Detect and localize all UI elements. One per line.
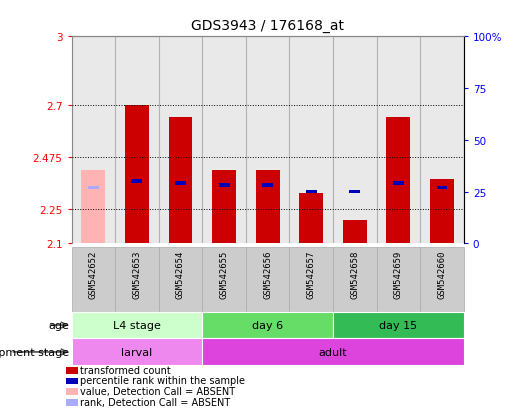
- Bar: [349, 190, 360, 194]
- Bar: [386, 117, 410, 244]
- Text: transformed count: transformed count: [80, 365, 170, 375]
- Text: GSM542659: GSM542659: [394, 250, 403, 298]
- Bar: [246, 37, 289, 244]
- Text: rank, Detection Call = ABSENT: rank, Detection Call = ABSENT: [80, 396, 229, 407]
- Text: adult: adult: [319, 347, 347, 357]
- Text: percentile rank within the sample: percentile rank within the sample: [80, 375, 244, 385]
- Bar: [333, 248, 377, 312]
- Text: value, Detection Call = ABSENT: value, Detection Call = ABSENT: [80, 386, 235, 396]
- Bar: [202, 248, 246, 312]
- Text: GSM542656: GSM542656: [263, 250, 272, 298]
- Bar: [202, 339, 464, 366]
- Title: GDS3943 / 176168_at: GDS3943 / 176168_at: [191, 19, 344, 33]
- Text: GSM542655: GSM542655: [219, 250, 228, 298]
- Bar: [169, 117, 192, 244]
- Bar: [158, 37, 202, 244]
- Bar: [333, 37, 377, 244]
- Text: larval: larval: [121, 347, 153, 357]
- Text: GSM542657: GSM542657: [307, 250, 316, 298]
- Bar: [202, 312, 333, 339]
- Text: L4 stage: L4 stage: [113, 320, 161, 330]
- Text: age: age: [48, 320, 69, 330]
- Bar: [437, 186, 447, 190]
- Text: GSM542652: GSM542652: [89, 250, 98, 298]
- Bar: [115, 37, 158, 244]
- Bar: [125, 106, 149, 244]
- Bar: [430, 179, 454, 244]
- Bar: [72, 37, 115, 244]
- Text: development stage: development stage: [0, 347, 69, 357]
- Text: day 15: day 15: [379, 320, 418, 330]
- Bar: [393, 182, 404, 186]
- Bar: [377, 37, 420, 244]
- Bar: [306, 190, 317, 194]
- Bar: [88, 186, 99, 190]
- Text: GSM542660: GSM542660: [437, 250, 446, 298]
- Bar: [289, 248, 333, 312]
- Bar: [333, 312, 464, 339]
- Bar: [420, 37, 464, 244]
- Bar: [212, 170, 236, 244]
- Bar: [72, 312, 202, 339]
- Bar: [131, 180, 143, 184]
- Text: day 6: day 6: [252, 320, 283, 330]
- Bar: [343, 221, 367, 244]
- Bar: [72, 248, 115, 312]
- Bar: [255, 170, 280, 244]
- Bar: [377, 248, 420, 312]
- Bar: [115, 248, 158, 312]
- Bar: [158, 248, 202, 312]
- Bar: [299, 193, 323, 244]
- Bar: [420, 248, 464, 312]
- Text: GSM542658: GSM542658: [350, 250, 359, 298]
- Text: GSM542654: GSM542654: [176, 250, 185, 298]
- Bar: [82, 170, 105, 244]
- Bar: [262, 184, 273, 188]
- Bar: [175, 182, 186, 186]
- Bar: [218, 184, 229, 188]
- Bar: [202, 37, 246, 244]
- Bar: [246, 248, 289, 312]
- Text: GSM542653: GSM542653: [132, 250, 142, 298]
- Bar: [289, 37, 333, 244]
- Bar: [72, 339, 202, 366]
